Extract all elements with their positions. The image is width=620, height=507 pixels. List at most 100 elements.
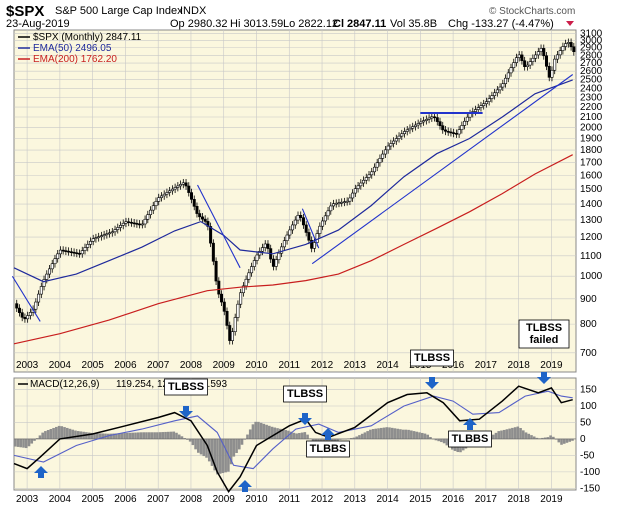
- macd-hist-bar-186: [521, 430, 525, 439]
- macd-hist-bar-47: [142, 432, 146, 439]
- macd-hist-bar-138: [390, 427, 394, 439]
- macd-x-tick-13: 2016: [442, 494, 465, 505]
- macd-hist-bar-133: [377, 428, 380, 439]
- price-bar-body-86: [250, 266, 254, 274]
- macd-hist-bar-94: [270, 426, 274, 439]
- price-bar-body-58: [173, 187, 177, 190]
- price-bar-body-31: [99, 235, 103, 238]
- price-tick-label-20: 2700: [580, 58, 603, 69]
- macd-hist-bar-145: [410, 430, 413, 439]
- macd-hist-bar-155: [437, 438, 440, 442]
- price-bar-body-95: [274, 259, 278, 267]
- macd-hist-bar-198: [554, 438, 558, 440]
- macd-hist-bar-17: [60, 426, 64, 439]
- price-bar-body-84: [244, 278, 248, 287]
- macd-hist-bar-199: [557, 438, 561, 443]
- annotation-box-3: [518, 319, 570, 349]
- macd-hist-bar-32: [101, 433, 105, 439]
- macd-hist-bar-129: [366, 431, 369, 439]
- price-bar-body-79: [230, 331, 234, 341]
- macd-hist-bar-184: [516, 426, 520, 439]
- macd-hist-bar-3: [22, 438, 25, 448]
- price-bar-body-18: [64, 250, 68, 252]
- macd-hist-bar-66: [194, 438, 197, 450]
- price-bar-body-71: [209, 226, 213, 244]
- macd-hist-bar-154: [434, 438, 438, 441]
- macd-x-tick-1: 2004: [49, 494, 72, 505]
- low-value: Lo 2822.12: [283, 18, 338, 30]
- macd-hist-bar-157: [442, 438, 446, 444]
- macd-tick-label-5: 100: [580, 401, 597, 412]
- macd-hist-bar-46: [139, 432, 143, 439]
- price-bar-body-142: [403, 131, 407, 135]
- price-bar-body-9: [39, 286, 43, 295]
- macd-hist-bar-104: [298, 433, 301, 439]
- macd-hist-bar-188: [527, 433, 531, 439]
- macd-hist-bar-36: [112, 433, 115, 439]
- price-bar-body-0: [15, 303, 19, 309]
- macd-hist-bar-141: [399, 429, 402, 439]
- macd-hist-bar-65: [191, 438, 195, 446]
- macd-hist-bar-190: [532, 436, 536, 439]
- price-bar-body-204: [572, 46, 576, 53]
- price-bar-body-116: [332, 203, 336, 207]
- price-tick-label-2: 900: [580, 294, 597, 305]
- price-bar-body-34: [108, 232, 112, 235]
- macd-x-tick-6: 2009: [213, 494, 236, 505]
- macd-hist-bar-183: [513, 427, 517, 439]
- price-bar-body-191: [536, 51, 540, 56]
- price-bar-body-174: [490, 95, 494, 99]
- macd-hist-bar-39: [120, 433, 124, 439]
- macd-hist-bar-181: [508, 428, 511, 439]
- price-bar-body-49: [149, 209, 153, 215]
- price-bar-body-135: [383, 149, 387, 155]
- price-x-tick-1: 2004: [49, 360, 72, 371]
- macd-hist-bar-90: [259, 422, 263, 439]
- trendline-0: [11, 275, 41, 322]
- macd-hist-bar-125: [355, 436, 359, 439]
- macd-hist-bar-73: [213, 438, 217, 471]
- macd-hist-bar-87: [251, 424, 255, 439]
- macd-hist-bar-149: [420, 432, 424, 439]
- macd-hist-bar-106: [303, 432, 307, 439]
- annotation-arrow-1: [298, 413, 312, 425]
- price-bar-body-72: [211, 242, 215, 262]
- annotation-arrow-0: [179, 406, 193, 418]
- macd-hist-bar-53: [158, 432, 162, 439]
- price-bar-body-26: [86, 244, 90, 248]
- change-value: Chg -133.27 (-4.47%): [448, 18, 554, 30]
- macd-hist-bar-135: [382, 427, 386, 439]
- price-bar-body-45: [138, 223, 142, 226]
- macd-hist-bar-20: [68, 428, 72, 439]
- macd-hist-bar-57: [169, 431, 173, 439]
- price-bar-body-89: [258, 250, 262, 256]
- price-bar-body-27: [88, 241, 92, 245]
- macd-hist-bar-99: [284, 430, 288, 439]
- price-bar-body-20: [69, 251, 73, 253]
- price-bar-body-172: [484, 101, 488, 105]
- macd-hist-bar-37: [115, 433, 118, 439]
- price-bar-body-92: [266, 243, 270, 249]
- price-tick-label-16: 2300: [580, 92, 603, 103]
- macd-x-tick-15: 2018: [508, 494, 531, 505]
- price-x-tick-16: 2019: [540, 360, 563, 371]
- macd-hist-bar-191: [535, 437, 539, 439]
- price-bar-body-23: [78, 252, 82, 255]
- price-bar-body-108: [310, 239, 314, 249]
- macd-hist-bar-14: [52, 427, 55, 439]
- price-bar-body-3: [23, 316, 27, 320]
- macd-x-tick-4: 2007: [147, 494, 170, 505]
- price-bar-body-189: [531, 57, 535, 62]
- macd-hist-bar-156: [440, 438, 443, 443]
- macd-x-tick-16: 2019: [540, 494, 563, 505]
- price-x-tick-2: 2005: [82, 360, 105, 371]
- annotation-label-2-0: TLBSS: [414, 352, 450, 364]
- price-bar-body-7: [34, 301, 38, 310]
- price-tick-label-15: 2200: [580, 102, 603, 113]
- price-bar-body-74: [217, 280, 221, 295]
- price-bar-body-69: [203, 218, 207, 222]
- price-bar-body-56: [168, 190, 172, 193]
- macd-hist-bar-21: [71, 429, 75, 439]
- macd-hist-bar-44: [134, 432, 137, 439]
- price-bar-body-90: [261, 247, 265, 252]
